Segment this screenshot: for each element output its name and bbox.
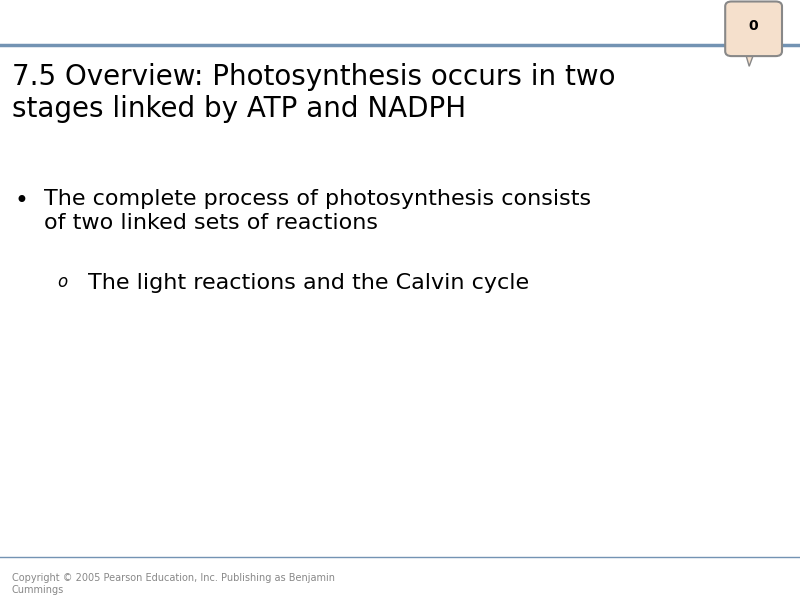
Text: Copyright © 2005 Pearson Education, Inc. Publishing as Benjamin
Cummings: Copyright © 2005 Pearson Education, Inc.… — [12, 573, 335, 595]
Polygon shape — [744, 48, 756, 67]
Text: The light reactions and the Calvin cycle: The light reactions and the Calvin cycle — [88, 273, 529, 293]
Text: •: • — [14, 189, 28, 213]
Text: 7.5 Overview: Photosynthesis occurs in two
stages linked by ATP and NADPH: 7.5 Overview: Photosynthesis occurs in t… — [12, 63, 615, 124]
Text: 0: 0 — [749, 19, 758, 33]
Text: o: o — [58, 273, 68, 291]
FancyBboxPatch shape — [725, 1, 782, 56]
Text: The complete process of photosynthesis consists
of two linked sets of reactions: The complete process of photosynthesis c… — [44, 189, 591, 233]
